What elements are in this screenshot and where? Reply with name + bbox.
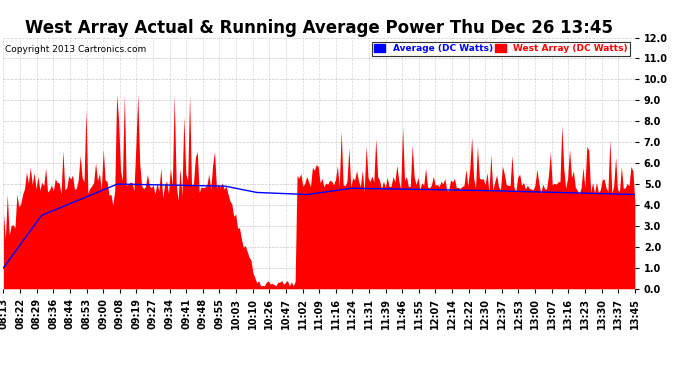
Title: West Array Actual & Running Average Power Thu Dec 26 13:45: West Array Actual & Running Average Powe… (25, 20, 613, 38)
Legend: Average (DC Watts), West Array (DC Watts): Average (DC Watts), West Array (DC Watts… (372, 42, 630, 56)
Text: Copyright 2013 Cartronics.com: Copyright 2013 Cartronics.com (5, 45, 146, 54)
